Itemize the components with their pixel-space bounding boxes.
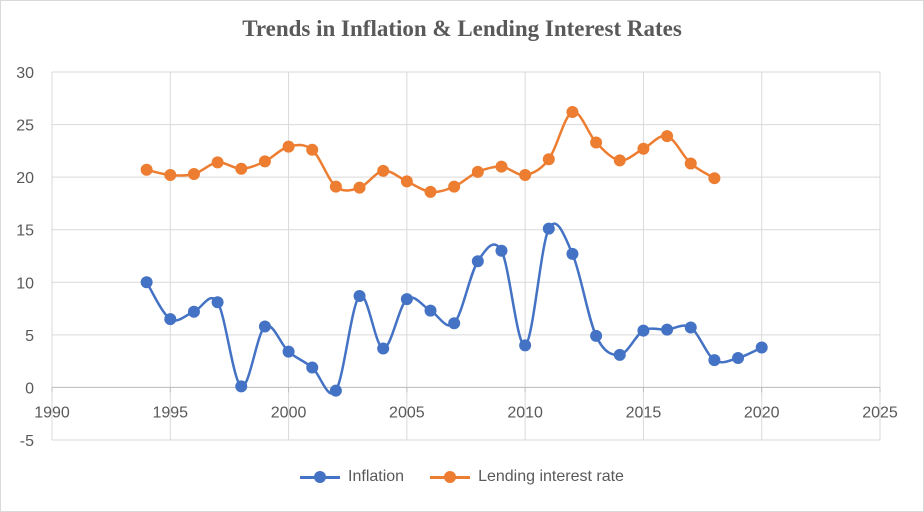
data-point-inflation: [613, 348, 626, 361]
legend-label-lending-rate: Lending interest rate: [478, 468, 624, 485]
data-point-lending-rate: [258, 155, 271, 168]
data-point-inflation: [211, 296, 224, 309]
data-point-lending-rate: [400, 175, 413, 188]
y-tick-label: 10: [16, 275, 34, 292]
x-tick-label: 2020: [744, 404, 780, 421]
data-point-inflation: [566, 247, 579, 260]
legend-swatch-lending-rate: [430, 471, 471, 483]
data-point-inflation: [755, 341, 768, 354]
x-tick-label: 1995: [152, 404, 188, 421]
legend-item-lending-rate[interactable]: Lending interest rate: [430, 468, 624, 486]
data-point-lending-rate: [519, 169, 532, 182]
data-point-inflation: [519, 339, 532, 352]
data-point-lending-rate: [566, 105, 579, 118]
data-point-inflation: [282, 345, 295, 358]
x-tick-label: 2025: [862, 404, 898, 421]
data-point-inflation: [400, 293, 413, 306]
data-point-inflation: [732, 351, 745, 364]
data-point-lending-rate: [306, 143, 319, 156]
data-point-lending-rate: [424, 185, 437, 198]
data-point-inflation: [306, 361, 319, 374]
data-point-inflation: [495, 244, 508, 257]
data-point-lending-rate: [448, 180, 461, 193]
y-tick-label: 5: [25, 328, 34, 345]
data-point-lending-rate: [684, 157, 697, 170]
data-point-lending-rate: [187, 167, 200, 180]
data-point-inflation: [377, 342, 390, 355]
data-point-lending-rate: [590, 136, 603, 149]
data-point-inflation: [329, 384, 342, 397]
legend: Inflation Lending interest rate: [0, 468, 924, 486]
data-point-lending-rate: [235, 162, 248, 175]
data-point-lending-rate: [140, 163, 153, 176]
data-point-inflation: [187, 305, 200, 318]
data-point-inflation: [164, 313, 177, 326]
data-point-inflation: [661, 323, 674, 336]
data-point-inflation: [140, 276, 153, 289]
data-point-inflation: [637, 324, 650, 337]
data-point-inflation: [353, 289, 366, 302]
chart-title: Trends in Inflation & Lending Interest R…: [242, 16, 682, 41]
legend-swatch-inflation: [300, 471, 341, 483]
legend-item-inflation[interactable]: Inflation: [300, 468, 404, 486]
data-point-lending-rate: [282, 140, 295, 153]
data-point-inflation: [448, 317, 461, 330]
x-tick-label: 2000: [271, 404, 307, 421]
x-tick-label: 1990: [34, 404, 70, 421]
y-tick-label: 30: [16, 65, 34, 82]
data-point-lending-rate: [377, 164, 390, 177]
y-tick-label: 20: [16, 170, 34, 187]
data-point-inflation: [590, 329, 603, 342]
data-point-lending-rate: [495, 160, 508, 173]
data-point-lending-rate: [542, 153, 555, 166]
y-tick-label: 0: [25, 380, 34, 397]
data-point-lending-rate: [164, 169, 177, 182]
legend-label-inflation: Inflation: [348, 468, 405, 485]
series-line-inflation: [145, 222, 763, 395]
y-tick-label: 25: [16, 118, 34, 135]
x-tick-label: 2010: [507, 404, 543, 421]
data-point-lending-rate: [211, 156, 224, 169]
data-point-inflation: [235, 380, 248, 393]
y-tick-label: -5: [20, 433, 34, 450]
data-point-lending-rate: [661, 130, 674, 143]
x-tick-label: 2015: [626, 404, 662, 421]
y-tick-label: 15: [16, 223, 34, 240]
data-point-lending-rate: [353, 181, 366, 194]
data-point-lending-rate: [637, 142, 650, 155]
data-point-inflation: [471, 255, 484, 268]
series-line-lending-rate: [146, 110, 716, 194]
data-point-lending-rate: [471, 165, 484, 178]
data-point-inflation: [424, 304, 437, 317]
data-point-lending-rate: [708, 172, 721, 185]
data-point-inflation: [684, 321, 697, 334]
x-tick-label: 2005: [389, 404, 425, 421]
data-point-inflation: [542, 222, 555, 235]
data-point-inflation: [258, 320, 271, 333]
data-point-lending-rate: [329, 180, 342, 193]
data-point-lending-rate: [613, 154, 626, 167]
data-point-inflation: [708, 354, 721, 367]
